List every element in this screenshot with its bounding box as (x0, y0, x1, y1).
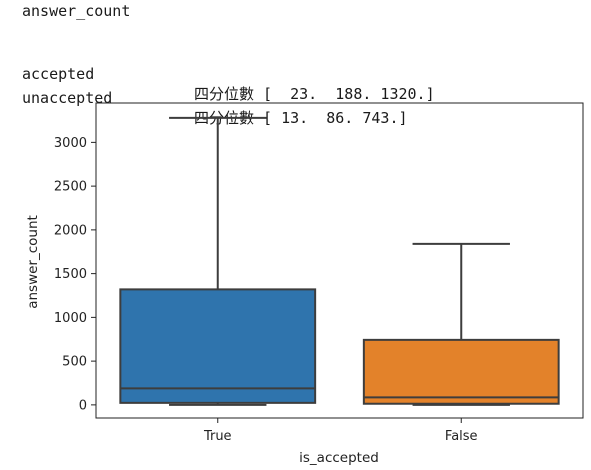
output-heading: answer_count (22, 2, 131, 20)
y-tick-label: 2500 (54, 180, 87, 195)
y-tick-label: 3000 (54, 136, 87, 151)
x-tick-label: False (445, 429, 478, 444)
x-tick-label: True (203, 429, 232, 444)
cell-output: answer_count accepted 四分位數 [ 23. 188. 13… (0, 0, 591, 127)
row-label: accepted (22, 65, 95, 83)
y-tick-label: 1000 (54, 311, 87, 326)
y-tick-label: 500 (62, 355, 87, 370)
box-true (119, 116, 317, 406)
row-quartiles: 四分位數 [ 23. 188. 1320.] (194, 85, 435, 103)
box-false (362, 242, 560, 406)
x-axis-label: is_accepted (299, 450, 379, 466)
y-tick-label: 1500 (54, 267, 87, 282)
output-row-accepted: accepted 四分位數 [ 23. 188. 1320.] (22, 47, 435, 103)
iqr-box (119, 288, 317, 404)
y-tick-label: 2000 (54, 223, 87, 238)
y-axis-label: answer_count (25, 215, 41, 309)
row-label: unaccepted (22, 89, 113, 107)
iqr-box (362, 338, 560, 405)
plot-frame (95, 102, 584, 419)
output-row-unaccepted: unaccepted 四分位數 [ 13. 86. 743.] (22, 71, 408, 127)
y-tick-label: 0 (79, 398, 87, 413)
